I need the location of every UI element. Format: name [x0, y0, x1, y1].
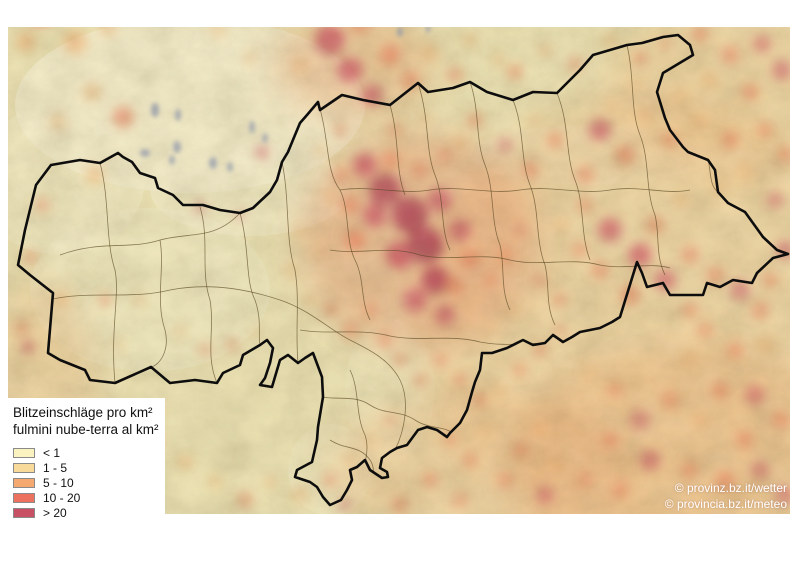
legend-item: 5 - 10: [13, 475, 161, 490]
legend-label: > 20: [43, 505, 67, 520]
attribution-line-german: © provinz.bz.it/wetter: [674, 481, 787, 495]
legend-swatch: [13, 492, 35, 503]
legend-swatch: [13, 462, 35, 473]
attribution-line-italian: © provincia.bz.it/meteo: [664, 497, 787, 511]
legend-rows: < 1 1 - 5 5 - 10 10 - 20 > 20: [13, 445, 161, 520]
legend-swatch: [13, 477, 35, 488]
legend-item: 1 - 5: [13, 460, 161, 475]
legend: Blitzeinschläge pro km² fulmini nube-ter…: [8, 398, 165, 520]
legend-item: 10 - 20: [13, 490, 161, 505]
legend-swatch: [13, 447, 35, 458]
attribution: © provinz.bz.it/wetter © provincia.bz.it…: [665, 480, 787, 512]
legend-title-italian: fulmini nube-terra al km²: [13, 422, 159, 437]
legend-label: 5 - 10: [43, 475, 74, 490]
legend-label: < 1: [43, 445, 61, 460]
legend-swatch: [13, 507, 35, 518]
province-border: [16, 33, 790, 507]
glacier-patches: [140, 27, 431, 172]
legend-title-german: Blitzeinschläge pro km²: [13, 405, 153, 420]
legend-label: 10 - 20: [43, 490, 81, 505]
legend-item: > 20: [13, 505, 161, 520]
legend-label: 1 - 5: [43, 460, 68, 475]
legend-item: < 1: [13, 445, 161, 460]
